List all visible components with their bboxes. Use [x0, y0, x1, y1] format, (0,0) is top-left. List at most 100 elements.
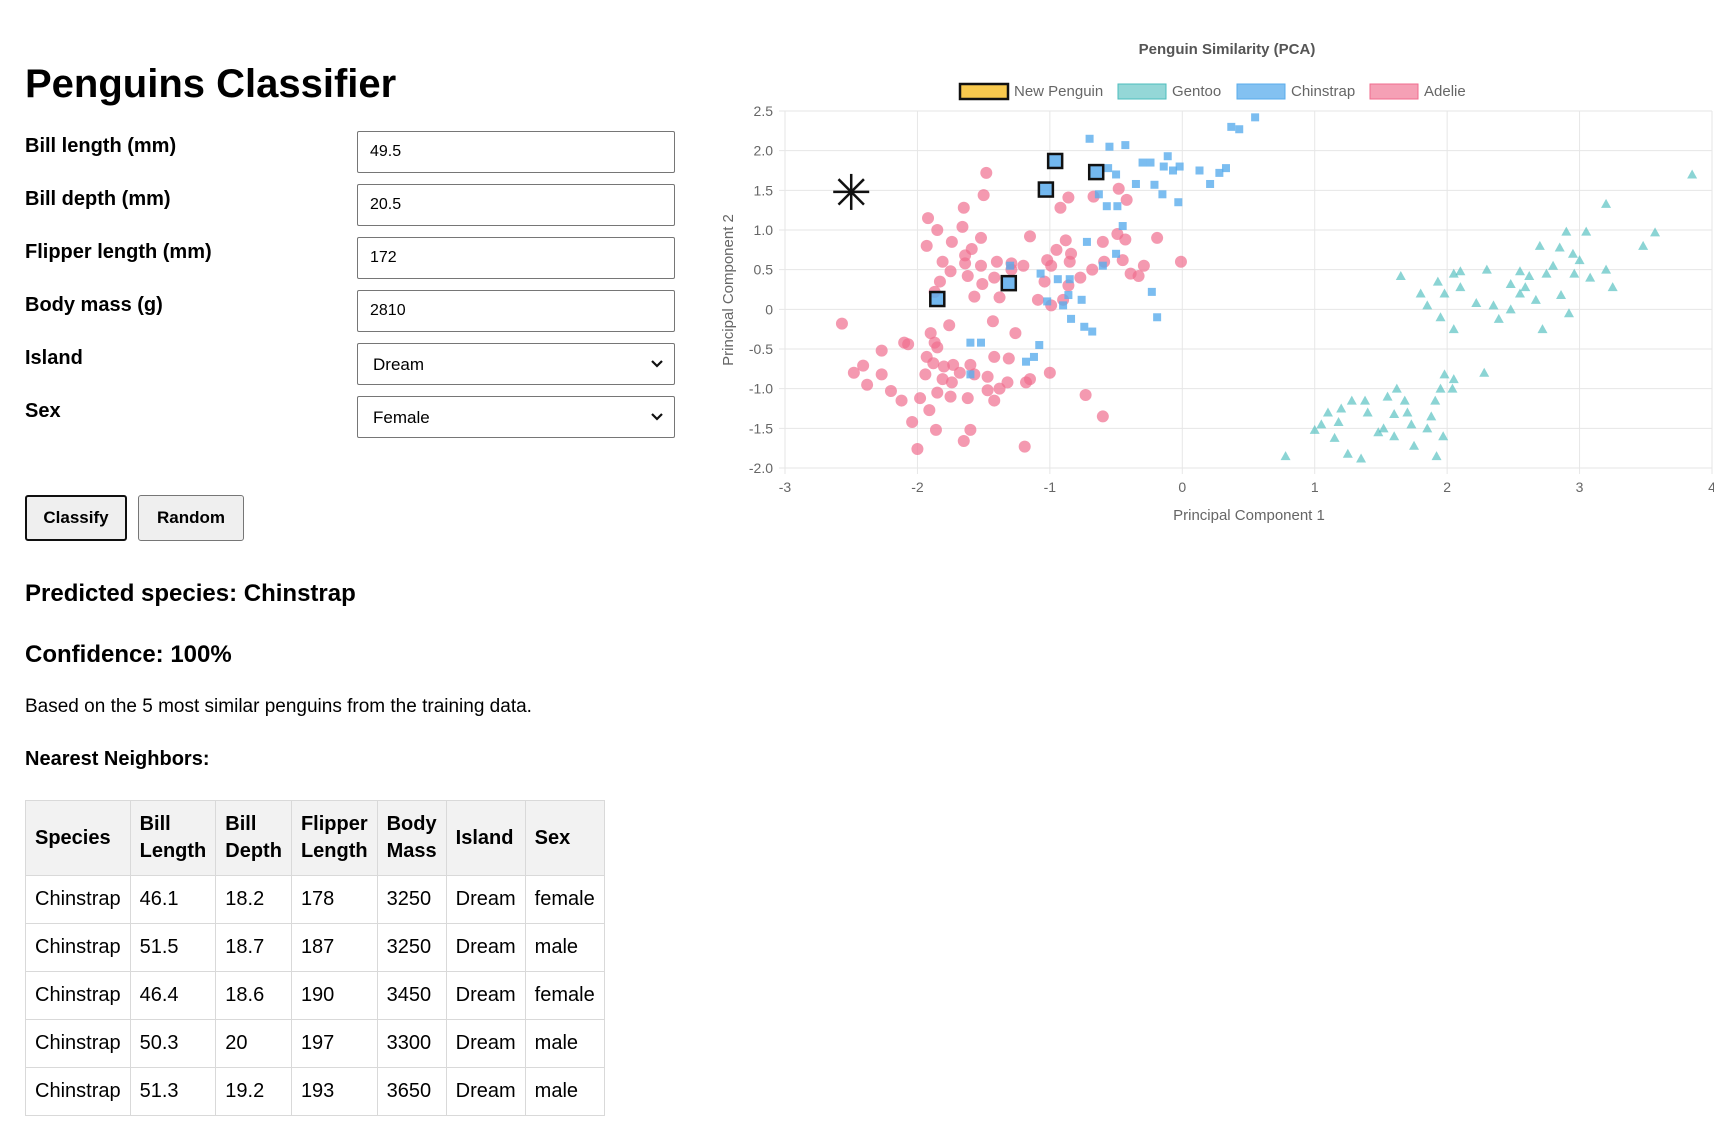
gentoo-point [1479, 367, 1490, 377]
chinstrap-point [1169, 166, 1178, 175]
gentoo-point [1514, 266, 1525, 276]
adelie-point [1045, 259, 1058, 272]
adelie-point [936, 373, 949, 386]
gentoo-point [1422, 300, 1433, 310]
chinstrap-point [1085, 134, 1094, 143]
gentoo-point [1455, 282, 1466, 292]
gentoo-point [1447, 383, 1458, 393]
adelie-point [1062, 191, 1075, 204]
chinstrap-point [966, 338, 975, 347]
adelie-point [976, 277, 989, 290]
legend-swatch [958, 82, 1010, 101]
chinstrap-point [1035, 341, 1044, 350]
table-cell: 18.6 [215, 971, 292, 1020]
column-header-text: Species [35, 826, 111, 849]
bill-length-input[interactable] [357, 131, 675, 173]
chinstrap-point [1112, 249, 1121, 258]
confidence: Confidence: 100% [25, 641, 232, 668]
bill-length-label: Bill length (mm) [25, 135, 177, 157]
x-tick-label: 2 [1443, 479, 1451, 495]
column-header: Bill Depth [215, 800, 292, 876]
gentoo-point [1505, 278, 1516, 288]
table-cell: male [524, 1019, 605, 1068]
gentoo-point [1574, 255, 1585, 265]
gentoo-point [1569, 268, 1580, 278]
gentoo-point [1556, 290, 1567, 300]
adelie-point [953, 366, 966, 379]
table-cell: 20 [215, 1019, 292, 1068]
gentoo-point [1448, 374, 1459, 384]
chinstrap-point [1175, 162, 1184, 171]
gentoo-point [1439, 288, 1450, 298]
adelie-point [964, 423, 977, 436]
chart-title: Penguin Similarity (PCA) [1139, 41, 1316, 58]
gentoo-point [1435, 383, 1446, 393]
chinstrap-point [1206, 179, 1215, 188]
gentoo-point [1280, 451, 1291, 461]
new-penguin-star-stroke [837, 178, 865, 206]
island-select-value: Dream [373, 355, 425, 374]
gentoo-point [1435, 312, 1446, 322]
gentoo-point [1389, 431, 1400, 441]
random-button[interactable]: Random [138, 495, 244, 541]
adelie-point [895, 394, 908, 407]
chinstrap-point [1082, 237, 1091, 246]
gentoo-point [1455, 266, 1466, 276]
flipper-length-input[interactable] [357, 237, 675, 279]
gentoo-point [1537, 324, 1548, 334]
gentoo-point [1373, 427, 1384, 437]
y-tick-label: 0 [765, 301, 773, 317]
adelie-point [1112, 182, 1125, 195]
column-header-text: Bill [139, 813, 171, 835]
chinstrap-point [1227, 122, 1236, 131]
adelie-point [1009, 327, 1022, 340]
adelie-point [944, 265, 957, 278]
gentoo-point [1601, 264, 1612, 274]
chinstrap-point [1158, 190, 1167, 199]
gentoo-point [1524, 271, 1535, 281]
gentoo-point [1362, 407, 1373, 417]
adelie-point [988, 350, 1001, 363]
table-cell: male [524, 1067, 605, 1116]
table-cell: 50.3 [129, 1019, 217, 1068]
adelie-point [1119, 233, 1132, 246]
gentoo-point [1554, 242, 1565, 252]
chinstrap-point [976, 338, 985, 347]
adelie-point [943, 319, 956, 332]
gentoo-point [1561, 226, 1572, 236]
gentoo-point [1426, 411, 1437, 421]
legend-item: New Penguin [958, 82, 1103, 101]
gentoo-point [1601, 198, 1612, 208]
gentoo-point [1346, 395, 1357, 405]
gentoo-point [1432, 276, 1443, 286]
bill-depth-input[interactable] [357, 184, 675, 226]
chinstrap-point [1029, 352, 1038, 361]
sex-select[interactable]: Female [357, 396, 675, 438]
chart-points [833, 113, 1698, 463]
chinstrap-point [1131, 179, 1140, 188]
legend-swatch [1369, 83, 1419, 100]
column-header: Sex [524, 800, 605, 876]
adelie-point [986, 315, 999, 328]
legend-item: Gentoo [1117, 83, 1221, 100]
classify-button[interactable]: Classify [25, 495, 127, 541]
adelie-point [875, 368, 888, 381]
table-cell: 3450 [376, 971, 447, 1020]
chevron-down-icon [651, 413, 663, 421]
x-tick-label: 3 [1576, 479, 1584, 495]
gentoo-point [1391, 383, 1402, 393]
table-cell: Dream [445, 875, 526, 924]
chinstrap-point [1150, 180, 1159, 189]
adelie-point [1050, 243, 1063, 256]
chinstrap-point [1094, 190, 1103, 199]
adelie-point [1054, 201, 1067, 214]
adelie-point [993, 382, 1006, 395]
adelie-point [993, 291, 1006, 304]
gentoo-point [1488, 300, 1499, 310]
table-cell: female [524, 971, 605, 1020]
adelie-point [968, 290, 981, 303]
island-select[interactable]: Dream [357, 343, 675, 385]
body-mass-input[interactable] [357, 290, 675, 332]
legend-item: Adelie [1369, 83, 1466, 100]
x-tick-label: 4 [1708, 479, 1714, 495]
